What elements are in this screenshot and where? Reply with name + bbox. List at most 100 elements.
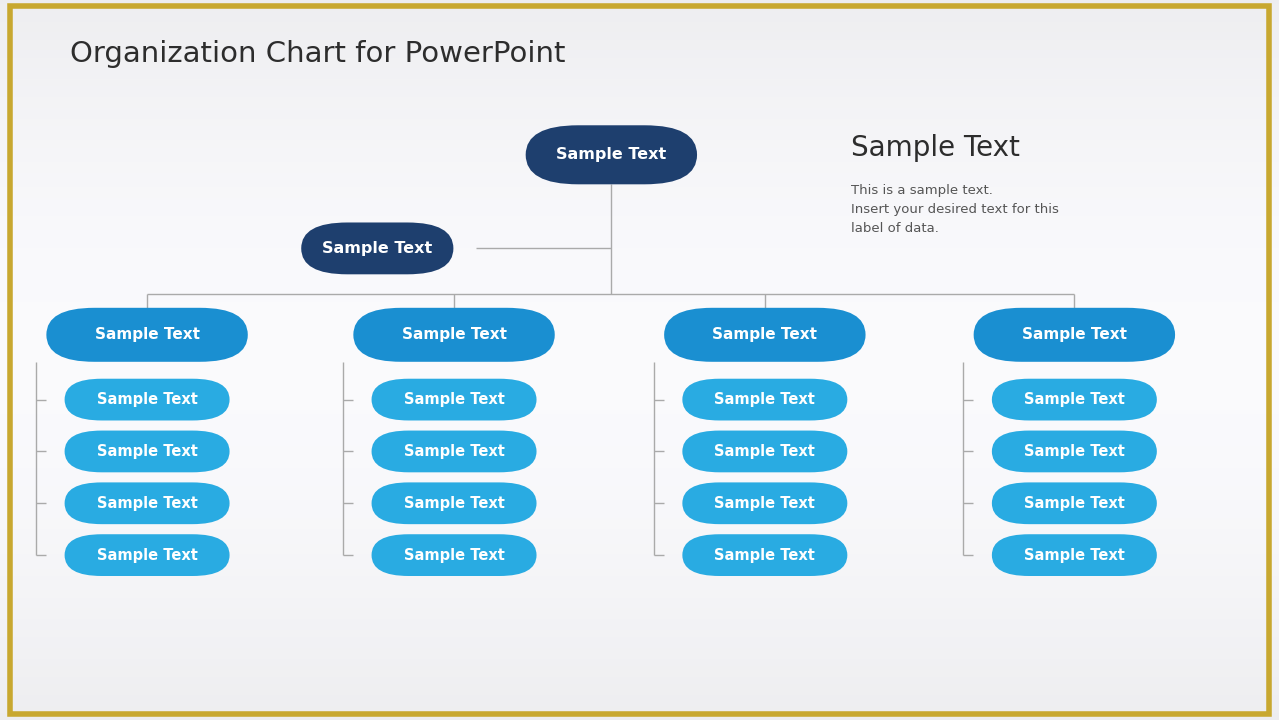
Bar bbox=[0, 68, 1279, 72]
Bar bbox=[0, 508, 1279, 511]
Bar bbox=[0, 493, 1279, 497]
Text: Sample Text: Sample Text bbox=[404, 496, 504, 510]
Bar bbox=[0, 76, 1279, 79]
Bar bbox=[0, 396, 1279, 400]
Bar bbox=[0, 644, 1279, 648]
Bar bbox=[0, 544, 1279, 547]
Bar bbox=[0, 58, 1279, 61]
Bar bbox=[0, 688, 1279, 691]
Bar bbox=[0, 97, 1279, 101]
Bar bbox=[0, 342, 1279, 346]
Bar bbox=[0, 443, 1279, 446]
Bar bbox=[0, 536, 1279, 540]
Bar bbox=[0, 292, 1279, 295]
Bar bbox=[0, 504, 1279, 508]
Bar bbox=[0, 371, 1279, 374]
FancyBboxPatch shape bbox=[371, 534, 536, 576]
Bar bbox=[0, 572, 1279, 576]
Bar bbox=[0, 306, 1279, 310]
Bar bbox=[0, 220, 1279, 223]
Bar bbox=[0, 266, 1279, 270]
FancyBboxPatch shape bbox=[683, 482, 847, 524]
Bar bbox=[0, 565, 1279, 569]
Bar bbox=[0, 65, 1279, 68]
Bar bbox=[0, 313, 1279, 317]
Bar bbox=[0, 187, 1279, 191]
Bar bbox=[0, 90, 1279, 94]
Bar bbox=[0, 400, 1279, 403]
Bar bbox=[0, 475, 1279, 479]
Text: Sample Text: Sample Text bbox=[322, 241, 432, 256]
Bar bbox=[0, 126, 1279, 130]
Bar bbox=[0, 421, 1279, 425]
Bar bbox=[0, 479, 1279, 482]
Bar bbox=[0, 25, 1279, 29]
Text: Sample Text: Sample Text bbox=[404, 444, 504, 459]
Bar bbox=[0, 14, 1279, 18]
Bar bbox=[0, 608, 1279, 612]
Bar bbox=[0, 4, 1279, 7]
Text: Sample Text: Sample Text bbox=[715, 496, 815, 510]
Text: Sample Text: Sample Text bbox=[1024, 548, 1124, 562]
Bar bbox=[0, 310, 1279, 313]
Bar bbox=[0, 425, 1279, 428]
Bar bbox=[0, 320, 1279, 324]
Bar bbox=[0, 205, 1279, 209]
Bar bbox=[0, 619, 1279, 623]
Bar bbox=[0, 454, 1279, 457]
Text: Sample Text: Sample Text bbox=[556, 148, 666, 162]
Bar bbox=[0, 518, 1279, 522]
FancyBboxPatch shape bbox=[64, 482, 230, 524]
FancyBboxPatch shape bbox=[526, 125, 697, 184]
Bar bbox=[0, 702, 1279, 706]
Bar bbox=[0, 349, 1279, 353]
Bar bbox=[0, 223, 1279, 227]
Bar bbox=[0, 270, 1279, 274]
Bar bbox=[0, 317, 1279, 320]
Bar bbox=[0, 461, 1279, 464]
Bar bbox=[0, 583, 1279, 587]
Bar bbox=[0, 169, 1279, 173]
Text: Sample Text: Sample Text bbox=[1024, 496, 1124, 510]
Bar bbox=[0, 104, 1279, 108]
Bar bbox=[0, 173, 1279, 176]
Text: Sample Text: Sample Text bbox=[851, 134, 1019, 161]
Bar bbox=[0, 569, 1279, 572]
Bar bbox=[0, 497, 1279, 500]
Bar bbox=[0, 691, 1279, 695]
Bar bbox=[0, 137, 1279, 140]
Bar bbox=[0, 446, 1279, 450]
Bar bbox=[0, 245, 1279, 248]
Text: Sample Text: Sample Text bbox=[715, 392, 815, 407]
Bar bbox=[0, 439, 1279, 443]
Bar bbox=[0, 346, 1279, 349]
FancyBboxPatch shape bbox=[993, 534, 1156, 576]
Bar bbox=[0, 374, 1279, 378]
Bar bbox=[0, 648, 1279, 652]
Bar bbox=[0, 216, 1279, 220]
Bar bbox=[0, 36, 1279, 40]
Bar bbox=[0, 241, 1279, 245]
Bar bbox=[0, 133, 1279, 137]
Bar bbox=[0, 83, 1279, 86]
Text: Sample Text: Sample Text bbox=[715, 444, 815, 459]
Text: Sample Text: Sample Text bbox=[712, 328, 817, 342]
Bar bbox=[0, 166, 1279, 169]
Bar bbox=[0, 662, 1279, 666]
Bar bbox=[0, 385, 1279, 389]
Bar bbox=[0, 713, 1279, 716]
Bar bbox=[0, 637, 1279, 641]
Bar bbox=[0, 234, 1279, 238]
Bar bbox=[0, 112, 1279, 115]
Bar bbox=[0, 180, 1279, 184]
Bar bbox=[0, 612, 1279, 616]
Bar bbox=[0, 554, 1279, 558]
Bar bbox=[0, 522, 1279, 526]
Bar bbox=[0, 176, 1279, 180]
Bar bbox=[0, 706, 1279, 709]
Bar bbox=[0, 540, 1279, 544]
Bar bbox=[0, 616, 1279, 619]
Bar bbox=[0, 364, 1279, 367]
Bar bbox=[0, 698, 1279, 702]
Text: Sample Text: Sample Text bbox=[97, 444, 197, 459]
